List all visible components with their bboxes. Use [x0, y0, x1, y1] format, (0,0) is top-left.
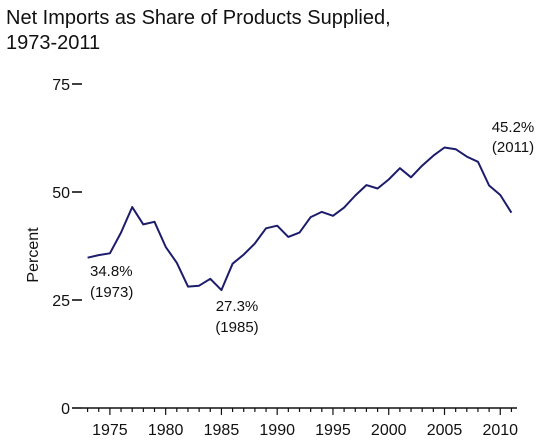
annotation-value: 45.2%: [492, 119, 535, 136]
y-tick-label: 25: [52, 293, 70, 310]
x-tick-label: 1975: [92, 422, 128, 439]
x-tick-label: 2000: [371, 422, 407, 439]
chart-title-line-1: Net Imports as Share of Products Supplie…: [6, 7, 391, 29]
x-tick-label: 2010: [482, 422, 518, 439]
annotation-year: (1985): [215, 319, 258, 336]
x-tick-label: 1995: [315, 422, 351, 439]
annotation-value: 34.8%: [90, 263, 133, 280]
annotation-value: 27.3%: [216, 298, 259, 315]
y-tick-label: 50: [52, 185, 70, 202]
annotation-layer: 34.8% (1973) 27.3% (1985) 45.2% (2011): [90, 119, 534, 336]
chart-title-line-2: 1973-2011: [6, 32, 101, 54]
annotation-year: (1973): [90, 284, 133, 301]
y-axis-label: Percent: [25, 227, 42, 283]
series-layer: [87, 146, 513, 292]
y-tick-label: 0: [61, 401, 70, 418]
annotation-year: (2011): [492, 139, 534, 156]
x-tick-label: 1990: [259, 422, 295, 439]
chart-title: Net Imports as Share of Products Supplie…: [6, 6, 391, 56]
axes: 0 25 50 75 1975 1980 1985 1990 1995 2000 2005 2010: [52, 77, 518, 439]
y-tick-label: 75: [52, 77, 70, 94]
x-tick-label: 1980: [148, 422, 184, 439]
x-tick-label: 1985: [204, 422, 240, 439]
x-tick-label: 2005: [427, 422, 463, 439]
series-line: [87, 146, 513, 292]
